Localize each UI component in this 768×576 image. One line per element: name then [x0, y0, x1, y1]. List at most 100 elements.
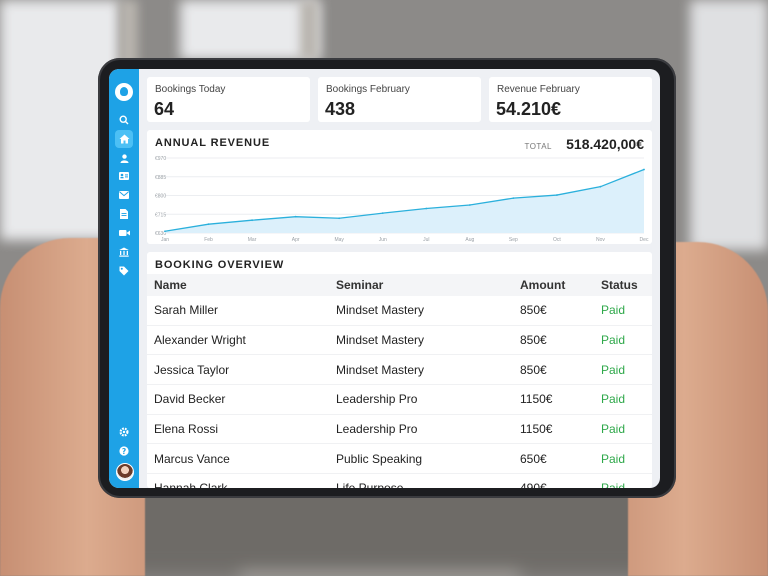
kpi-value: 64 — [154, 99, 175, 119]
contact-card-icon[interactable] — [116, 168, 132, 184]
bank-icon[interactable] — [116, 244, 132, 260]
y-tick-label: €715 — [155, 212, 166, 218]
user-icon[interactable] — [116, 150, 132, 166]
cell-amount: 850€ — [519, 296, 600, 326]
revenue-chart: €630 €715 €800 €885 €970 Jan Feb Mar Apr May Jun Ju… — [155, 156, 649, 243]
y-tick-label: €800 — [155, 194, 166, 200]
x-tick-label: Feb — [204, 237, 213, 243]
avatar[interactable] — [116, 463, 134, 481]
table-row[interactable]: Elena Rossi Leadership Pro 1150€ Paid — [147, 414, 652, 445]
tag-icon[interactable] — [116, 263, 132, 279]
search-icon[interactable] — [116, 112, 132, 128]
document-icon[interactable] — [116, 206, 132, 222]
cell-status: Paid — [600, 354, 652, 386]
data-point — [425, 207, 428, 210]
cell-status: Paid — [600, 443, 652, 475]
y-tick-label: €970 — [155, 156, 166, 162]
svg-text:?: ? — [122, 447, 126, 456]
data-point — [164, 230, 166, 233]
cell-name: David Becker — [147, 384, 335, 415]
x-tick-label: Mar — [248, 237, 257, 243]
revenue-area — [165, 169, 644, 233]
cell-name: Marcus Vance — [147, 443, 335, 475]
table-row[interactable]: Marcus Vance Public Speaking 650€ Paid — [147, 443, 652, 475]
column-header-amount[interactable]: Amount — [519, 274, 600, 296]
total-value: 518.420,00€ — [566, 136, 644, 152]
cell-name: Alexander Wright — [147, 325, 335, 356]
table-row[interactable]: Sarah Miller Mindset Mastery 850€ Paid — [147, 296, 652, 326]
table-header-row: Name Seminar Amount Status — [147, 274, 652, 296]
x-tick-label: Apr — [292, 237, 300, 243]
cell-seminar: Mindset Mastery — [335, 296, 519, 326]
kpi-card-bookings-february: Bookings February 438 — [318, 77, 481, 122]
dashboard-screen: ? Bookings Today 64 Bookings February 43… — [109, 69, 660, 488]
cell-amount: 850€ — [519, 325, 600, 356]
table-row[interactable]: Jessica Taylor Mindset Mastery 850€ Paid — [147, 354, 652, 386]
x-tick-label: Aug — [465, 237, 474, 243]
kpi-value: 54.210€ — [496, 99, 562, 119]
cell-amount: 490€ — [519, 473, 600, 488]
cell-amount: 1150€ — [519, 384, 600, 415]
column-header-seminar[interactable]: Seminar — [335, 274, 519, 296]
kpi-label: Revenue February — [497, 84, 580, 95]
kpi-value: 438 — [325, 99, 356, 119]
video-icon[interactable] — [116, 225, 132, 241]
cell-seminar: Leadership Pro — [335, 384, 519, 415]
data-point — [643, 168, 645, 171]
x-tick-label: Jul — [423, 237, 429, 243]
kpi-label: Bookings February — [326, 84, 410, 95]
help-icon[interactable]: ? — [116, 443, 132, 459]
data-point — [338, 217, 341, 220]
booking-overview-card: BOOKING OVERVIEW Name Seminar Amount Sta… — [147, 252, 652, 488]
cell-status: Paid — [600, 325, 652, 356]
data-point — [381, 212, 384, 215]
y-tick-label: €885 — [155, 175, 166, 181]
column-header-status[interactable]: Status — [600, 274, 652, 296]
data-point — [512, 197, 515, 200]
x-tick-label: Dec — [640, 237, 649, 243]
cell-status: Paid — [600, 414, 652, 445]
sidebar: ? — [109, 69, 139, 488]
x-tick-label: May — [334, 237, 344, 243]
home-icon[interactable] — [115, 130, 133, 148]
cell-amount: 1150€ — [519, 414, 600, 445]
data-point — [599, 185, 602, 188]
x-tick-label: Oct — [553, 237, 561, 243]
table-row[interactable]: Alexander Wright Mindset Mastery 850€ Paid — [147, 325, 652, 356]
cell-amount: 650€ — [519, 443, 600, 475]
kpi-card-revenue-february: Revenue February 54.210€ — [489, 77, 652, 122]
data-point — [468, 204, 471, 206]
cell-name: Elena Rossi — [147, 414, 335, 445]
column-header-name[interactable]: Name — [147, 274, 335, 296]
cell-name: Jessica Taylor — [147, 354, 335, 386]
data-point — [556, 194, 558, 196]
x-tick-label: Jan — [161, 237, 169, 243]
data-point — [294, 215, 297, 218]
cell-seminar: Mindset Mastery — [335, 354, 519, 386]
data-point — [207, 223, 210, 226]
booking-table: Name Seminar Amount Status Sarah Miller M… — [147, 274, 652, 488]
kpi-card-bookings-today: Bookings Today 64 — [147, 77, 310, 122]
cell-seminar: Mindset Mastery — [335, 325, 519, 356]
cell-name: Hannah Clark — [147, 473, 335, 488]
cell-seminar: Life Purpose — [335, 473, 519, 488]
x-tick-label: Sep — [509, 237, 518, 243]
x-tick-label: Nov — [596, 237, 605, 243]
table-row[interactable]: David Becker Leadership Pro 1150€ Paid — [147, 384, 652, 415]
cell-name: Sarah Miller — [147, 296, 335, 326]
kpi-label: Bookings Today — [155, 84, 226, 95]
cell-status: Paid — [600, 384, 652, 415]
brain-logo-icon[interactable] — [115, 83, 133, 101]
cell-seminar: Leadership Pro — [335, 414, 519, 445]
y-tick-label: €630 — [155, 231, 166, 237]
table-title: BOOKING OVERVIEW — [155, 259, 285, 271]
total-label: TOTAL — [524, 142, 552, 151]
x-tick-label: Jun — [379, 237, 387, 243]
revenue-line — [164, 168, 645, 232]
annual-revenue-card: ANNUAL REVENUE TOTAL 518.420,00€ €630 €71… — [147, 130, 652, 244]
mail-icon[interactable] — [116, 187, 132, 203]
chart-title: ANNUAL REVENUE — [155, 137, 271, 149]
cell-status: Paid — [600, 296, 652, 326]
table-row[interactable]: Hannah ClarkLife Purpose490€Paid — [147, 473, 652, 488]
gear-icon[interactable] — [116, 424, 132, 440]
